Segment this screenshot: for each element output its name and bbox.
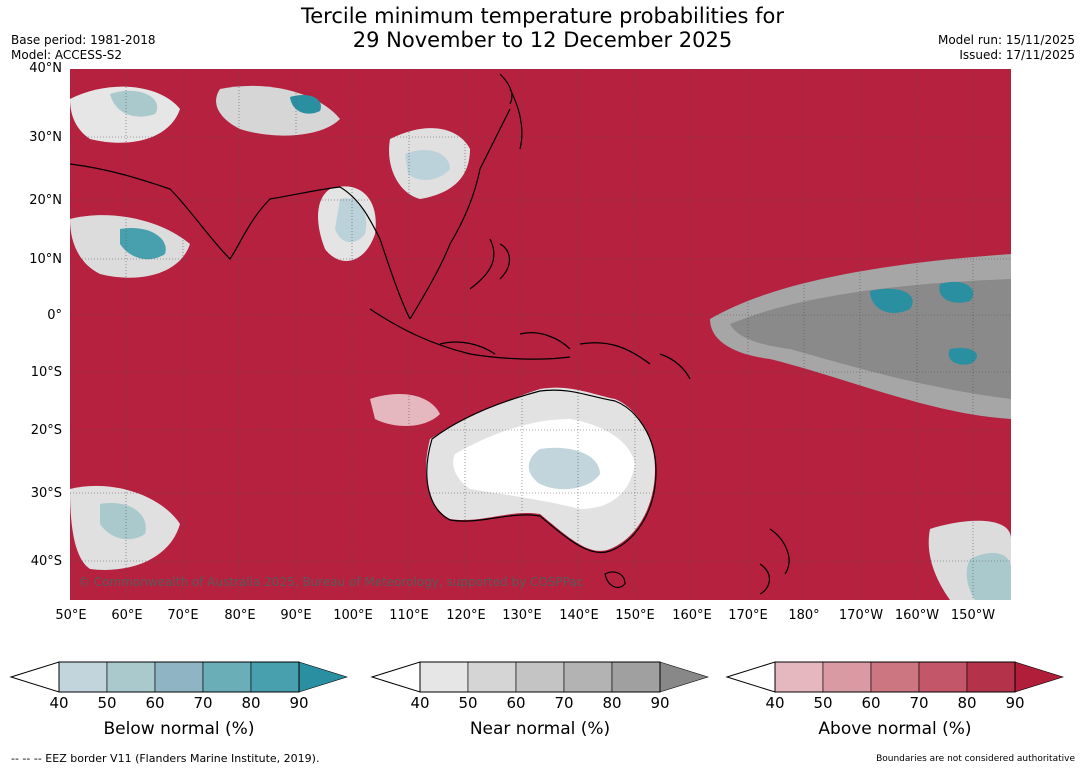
lon-label-70e: 70°E (167, 608, 199, 623)
cbar-below-seg-1 (58, 661, 108, 693)
lon-label-170e: 170°E (728, 608, 768, 623)
cbar-above-tick: 70 (909, 694, 929, 712)
lon-label-100e: 100°E (333, 608, 373, 623)
cbar-near-tick: 90 (650, 694, 670, 712)
lon-label-90e: 90°E (280, 608, 312, 623)
lon-label-110e: 110°E (389, 608, 429, 623)
cbar-below-tick: 60 (145, 694, 165, 712)
cbar-near-seg-5 (611, 661, 661, 693)
near-normal-region-pacific (710, 254, 1011, 419)
colorbar-below-normal (9, 661, 349, 693)
lon-label-60e: 60°E (111, 608, 143, 623)
colorbar-near-normal (370, 661, 710, 693)
meta-left: Base period: 1981-2018 Model: ACCESS-S2 (11, 33, 156, 63)
lon-label-150w: 150°W (950, 608, 996, 623)
cbar-near-title: Near normal (%) (469, 719, 611, 739)
cbar-below-max-arrow (298, 661, 349, 693)
colorbar-above-normal (725, 661, 1065, 693)
cbar-below-tick: 90 (289, 694, 309, 712)
cbar-near-max-arrow (659, 661, 710, 693)
cbar-above-tick: 60 (861, 694, 881, 712)
graticule (70, 69, 1011, 600)
cbar-near-seg-4 (563, 661, 613, 693)
cbar-below-seg-2 (106, 661, 156, 693)
base-period: Base period: 1981-2018 (11, 33, 156, 47)
issued-date: Issued: 17/11/2025 (959, 48, 1075, 62)
near-normal-region-asia (70, 85, 470, 261)
cbar-below-seg-4 (202, 661, 252, 693)
cbar-below-min-arrow (9, 661, 60, 693)
cbar-near-tick: 40 (410, 694, 430, 712)
cbar-above-seg-1 (774, 661, 824, 693)
copyright-text: © Commonwealth of Australia 2025, Bureau… (78, 575, 583, 589)
map-title: Tercile minimum temperature probabilitie… (0, 4, 1085, 52)
cbar-above-seg-4 (918, 661, 968, 693)
cbar-below-tick: 40 (49, 694, 69, 712)
lon-label-160w: 160°W (894, 608, 940, 623)
cbar-above-tick: 80 (957, 694, 977, 712)
cbar-below-seg-5 (250, 661, 300, 693)
lat-label-20s: 20°S (30, 423, 62, 438)
eez-footer-note: -- -- -- EEZ border V11 (Flanders Marine… (11, 752, 320, 765)
cbar-near-tick: 80 (602, 694, 622, 712)
cbar-below-tick: 80 (241, 694, 261, 712)
lon-label-80e: 80°E (224, 608, 256, 623)
lon-label-140e: 140°E (559, 608, 599, 623)
model-name: Model: ACCESS-S2 (11, 48, 123, 62)
lon-label-170w: 170°W (838, 608, 884, 623)
cbar-above-seg-2 (822, 661, 872, 693)
cbar-near-tick: 70 (554, 694, 574, 712)
lat-label-0: 0° (47, 308, 62, 323)
lat-label-10n: 10°N (29, 252, 62, 267)
cbar-above-seg-3 (870, 661, 920, 693)
cbar-near-min-arrow (370, 661, 421, 693)
title-line-2: 29 November to 12 December 2025 (352, 28, 733, 52)
forecast-map: © Commonwealth of Australia 2025, Bureau… (70, 69, 1011, 600)
cbar-near-seg-2 (467, 661, 517, 693)
lat-label-30s: 30°S (30, 486, 62, 501)
model-run: Model run: 15/11/2025 (937, 33, 1075, 47)
cbar-below-tick: 50 (97, 694, 117, 712)
cbar-near-tick: 60 (506, 694, 526, 712)
lat-label-30n: 30°N (29, 130, 62, 145)
cbar-near-seg-1 (419, 661, 469, 693)
cbar-near-seg-3 (515, 661, 565, 693)
near-normal-region-australia (426, 387, 655, 551)
cbar-below-seg-3 (154, 661, 204, 693)
cbar-above-tick: 40 (765, 694, 785, 712)
lat-label-20n: 20°N (29, 193, 62, 208)
cbar-above-tick: 50 (813, 694, 833, 712)
lat-label-40n: 40°N (29, 61, 62, 76)
boundaries-footer-note: Boundaries are not considered authoritat… (876, 754, 1075, 764)
mixed-region-indian-ocean (70, 215, 1011, 600)
cbar-near-tick: 50 (458, 694, 478, 712)
lat-label-40s: 40°S (30, 554, 62, 569)
lon-label-160e: 160°E (672, 608, 712, 623)
cbar-above-min-arrow (725, 661, 776, 693)
lon-label-50e: 50°E (55, 608, 87, 623)
cbar-above-title: Above normal (%) (818, 719, 972, 739)
cbar-above-max-arrow (1014, 661, 1065, 693)
title-line-1: Tercile minimum temperature probabilitie… (300, 4, 785, 28)
meta-right: Model run: 15/11/2025 Issued: 17/11/2025 (938, 33, 1075, 63)
cbar-below-title: Below normal (%) (103, 719, 255, 739)
cbar-above-seg-5 (966, 661, 1016, 693)
coastlines (70, 73, 790, 595)
lon-label-150e: 150°E (615, 608, 655, 623)
lon-label-120e: 120°E (446, 608, 486, 623)
cbar-below-tick: 70 (193, 694, 213, 712)
lat-label-10s: 10°S (30, 365, 62, 380)
lon-label-130e: 130°E (502, 608, 542, 623)
lon-label-180: 180° (788, 608, 820, 623)
colorbar-group (9, 661, 1065, 693)
cbar-above-tick: 90 (1005, 694, 1025, 712)
